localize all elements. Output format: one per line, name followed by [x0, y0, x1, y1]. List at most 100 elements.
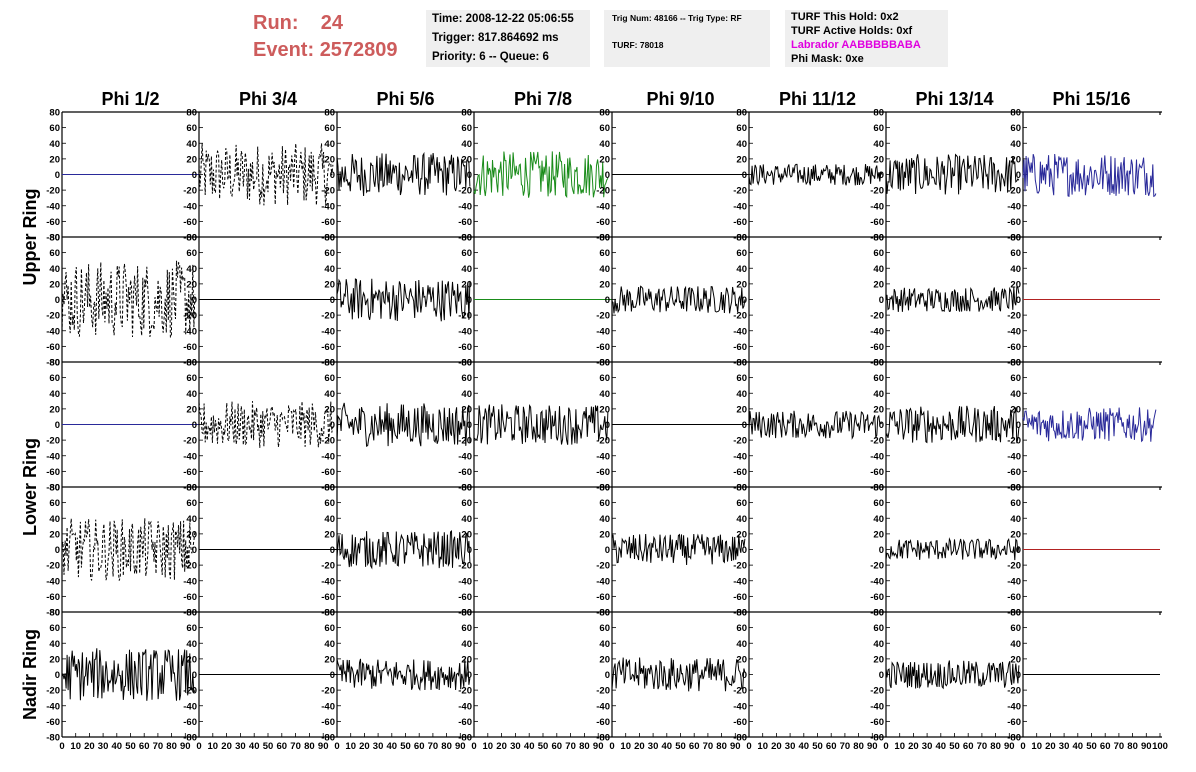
x-tick-label: 60 [277, 741, 288, 752]
y-tick-label: -40 [46, 451, 60, 462]
y-tick-label: 20 [1010, 279, 1021, 290]
y-tick-label: 20 [873, 154, 884, 165]
y-tick-label: 60 [49, 623, 60, 634]
y-tick-label: -20 [733, 686, 747, 697]
y-tick-label: -40 [870, 326, 884, 337]
trigger-line: Trigger: 817.864692 ms [432, 32, 559, 44]
x-tick-label: 30 [510, 741, 521, 752]
x-tick-label: 80 [1127, 741, 1138, 752]
x-tick-label: 60 [963, 741, 974, 752]
y-tick-label: 80 [49, 358, 60, 369]
y-tick-label: 40 [599, 639, 610, 650]
y-tick-label: 0 [605, 170, 610, 181]
x-tick-label: 50 [1086, 741, 1097, 752]
y-tick-label: -60 [1007, 342, 1021, 353]
y-tick-label: -60 [46, 217, 60, 228]
y-tick-label: 0 [742, 420, 747, 431]
y-tick-label: 20 [461, 279, 472, 290]
y-tick-label: 40 [1010, 639, 1021, 650]
y-tick-label: -60 [46, 467, 60, 478]
column-title: Phi 9/10 [646, 89, 714, 109]
y-tick-label: 20 [324, 529, 335, 540]
y-tick-label: -80 [596, 358, 610, 369]
y-tick-label: 80 [873, 108, 884, 119]
y-tick-label: -80 [596, 483, 610, 494]
y-tick-label: -40 [733, 576, 747, 587]
y-tick-label: -80 [1007, 483, 1021, 494]
y-tick-label: -60 [46, 592, 60, 603]
y-tick-label: -60 [1007, 467, 1021, 478]
y-tick-label: -80 [46, 733, 60, 744]
y-tick-label: 60 [49, 498, 60, 509]
run-value: 24 [320, 12, 344, 34]
y-tick-label: 60 [1010, 123, 1021, 134]
y-tick-label: 60 [873, 248, 884, 259]
y-tick-label: -40 [458, 701, 472, 712]
y-tick-label: -60 [596, 717, 610, 728]
y-tick-label: -60 [321, 717, 335, 728]
y-tick-label: 20 [49, 654, 60, 665]
y-tick-label: 40 [461, 264, 472, 275]
y-tick-label: 40 [461, 139, 472, 150]
waveform-trace [748, 410, 883, 440]
y-tick-label: -80 [870, 483, 884, 494]
y-tick-label: -80 [321, 358, 335, 369]
y-tick-label: -40 [46, 201, 60, 212]
y-tick-label: 20 [736, 154, 747, 165]
x-tick-label: 0 [334, 741, 339, 752]
y-tick-label: 20 [186, 154, 197, 165]
y-tick-label: 20 [873, 404, 884, 415]
column-title: Phi 7/8 [514, 89, 572, 109]
x-tick-label: 50 [538, 741, 549, 752]
y-tick-label: 40 [873, 514, 884, 525]
y-tick-label: 80 [461, 608, 472, 619]
y-tick-label: -20 [733, 186, 747, 197]
x-tick-label: 80 [441, 741, 452, 752]
waveform-trace [1022, 407, 1157, 443]
y-tick-label: -80 [596, 733, 610, 744]
y-tick-label: 0 [742, 545, 747, 556]
y-tick-label: -20 [596, 686, 610, 697]
y-tick-label: -40 [733, 701, 747, 712]
y-tick-label: 40 [873, 139, 884, 150]
x-tick-label: 20 [634, 741, 645, 752]
y-tick-label: -60 [1007, 717, 1021, 728]
y-tick-label: 60 [736, 373, 747, 384]
y-tick-label: -40 [458, 451, 472, 462]
x-tick-label: 50 [675, 741, 686, 752]
y-tick-label: 80 [49, 233, 60, 244]
y-tick-label: -20 [596, 561, 610, 572]
y-tick-label: 40 [736, 639, 747, 650]
y-tick-label: 20 [736, 279, 747, 290]
y-tick-label: 60 [873, 373, 884, 384]
y-tick-label: 0 [879, 670, 884, 681]
y-tick-label: 20 [873, 529, 884, 540]
event-line: Event: 2572809 [253, 37, 398, 64]
y-tick-label: -80 [1007, 733, 1021, 744]
y-tick-label: 40 [1010, 389, 1021, 400]
y-tick-label: -60 [458, 217, 472, 228]
y-tick-label: -40 [733, 326, 747, 337]
y-tick-label: 80 [1010, 358, 1021, 369]
y-tick-label: -80 [321, 608, 335, 619]
y-tick-label: 40 [599, 139, 610, 150]
y-tick-label: 20 [599, 654, 610, 665]
y-tick-label: 20 [49, 404, 60, 415]
y-tick-label: 60 [1010, 248, 1021, 259]
row-title: Lower Ring [20, 438, 40, 536]
y-tick-label: 40 [186, 639, 197, 650]
run-label: Run: [253, 12, 299, 34]
y-tick-label: 60 [1010, 498, 1021, 509]
y-tick-label: 0 [192, 670, 197, 681]
phi-mask-line: Phi Mask: 0xe [791, 53, 864, 65]
y-tick-label: 80 [186, 233, 197, 244]
x-tick-label: 60 [826, 741, 837, 752]
waveform-trace [336, 278, 471, 322]
y-tick-label: -20 [870, 436, 884, 447]
y-tick-label: -20 [733, 311, 747, 322]
x-tick-label: 0 [471, 741, 476, 752]
y-tick-label: 80 [736, 358, 747, 369]
waveform-trace [611, 533, 746, 566]
y-tick-label: 80 [1010, 108, 1021, 119]
